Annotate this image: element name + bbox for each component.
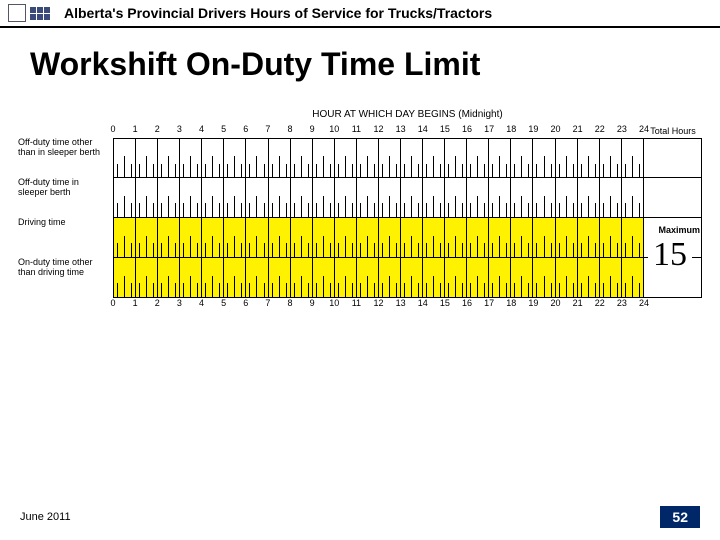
header-bar: Alberta's Provincial Drivers Hours of Se… [0, 0, 720, 28]
hour-label: 2 [155, 298, 160, 308]
hour-label: 20 [550, 124, 560, 134]
log-row: Off-duty time other than in sleeper bert… [18, 138, 702, 178]
log-row: On-duty time other than driving time [18, 258, 702, 298]
hour-label: 0 [110, 298, 115, 308]
total-hours-label: Total Hours [644, 126, 702, 136]
header-title: Alberta's Provincial Drivers Hours of Se… [64, 5, 492, 21]
row-label: On-duty time other than driving time [18, 258, 113, 298]
hour-label: 2 [155, 124, 160, 134]
hour-label: 21 [573, 124, 583, 134]
hour-label: 7 [265, 124, 270, 134]
hour-label: 17 [484, 124, 494, 134]
hour-label: 10 [329, 124, 339, 134]
footer-date: June 2011 [20, 511, 71, 523]
hour-label: 14 [418, 124, 428, 134]
header-checks-icon [30, 7, 50, 20]
hour-label: 13 [396, 124, 406, 134]
hour-label: 3 [177, 298, 182, 308]
logsheet-caption: HOUR AT WHICH DAY BEGINS (Midnight) [113, 109, 702, 120]
hour-label: 1 [133, 298, 138, 308]
hour-label: 23 [617, 124, 627, 134]
hour-label: 21 [573, 298, 583, 308]
total-hours-cell [644, 138, 702, 178]
page-title: Workshift On-Duty Time Limit [30, 46, 720, 83]
hour-labels-top: 0123456789101112131415161718192021222324… [18, 124, 702, 138]
hour-label: 15 [440, 124, 450, 134]
total-hours-cell [644, 178, 702, 218]
hour-label: 17 [484, 298, 494, 308]
hour-label: 16 [462, 124, 472, 134]
log-row: Off-duty time in sleeper berth [18, 178, 702, 218]
hour-label: 6 [243, 298, 248, 308]
row-label: Off-duty time other than in sleeper bert… [18, 138, 113, 178]
hour-labels-bottom: 0123456789101112131415161718192021222324 [18, 298, 702, 312]
hour-label: 22 [595, 124, 605, 134]
hos-logsheet: HOUR AT WHICH DAY BEGINS (Midnight) 0123… [18, 109, 702, 312]
hour-label: 4 [199, 298, 204, 308]
hour-label: 18 [506, 298, 516, 308]
limit-value: 15 [648, 235, 692, 275]
hour-label: 24 [639, 124, 649, 134]
hour-label: 8 [287, 124, 292, 134]
hour-label: 22 [595, 298, 605, 308]
page-number: 52 [660, 506, 700, 528]
hour-label: 0 [110, 124, 115, 134]
hour-label: 13 [396, 298, 406, 308]
hour-label: 23 [617, 298, 627, 308]
header-square-icon [8, 4, 26, 22]
hour-label: 16 [462, 298, 472, 308]
hour-label: 9 [310, 298, 315, 308]
hour-label: 19 [528, 298, 538, 308]
hour-label: 15 [440, 298, 450, 308]
row-label: Off-duty time in sleeper berth [18, 178, 113, 218]
hour-label: 7 [265, 298, 270, 308]
footer: June 2011 52 [0, 506, 720, 528]
hour-label: 11 [352, 298, 361, 308]
hour-label: 1 [133, 124, 138, 134]
hour-label: 24 [639, 298, 649, 308]
log-row: Driving timeMaximum [18, 218, 702, 258]
hour-label: 4 [199, 124, 204, 134]
hour-label: 3 [177, 124, 182, 134]
hour-label: 5 [221, 124, 226, 134]
hour-label: 6 [243, 124, 248, 134]
hour-label: 19 [528, 124, 538, 134]
hour-label: 18 [506, 124, 516, 134]
hour-label: 5 [221, 298, 226, 308]
hour-label: 11 [352, 124, 361, 134]
hour-label: 14 [418, 298, 428, 308]
hour-label: 10 [329, 298, 339, 308]
hour-label: 12 [373, 124, 383, 134]
hour-label: 9 [310, 124, 315, 134]
hour-label: 20 [550, 298, 560, 308]
hour-label: 8 [287, 298, 292, 308]
row-label: Driving time [18, 218, 113, 258]
hour-label: 12 [373, 298, 383, 308]
